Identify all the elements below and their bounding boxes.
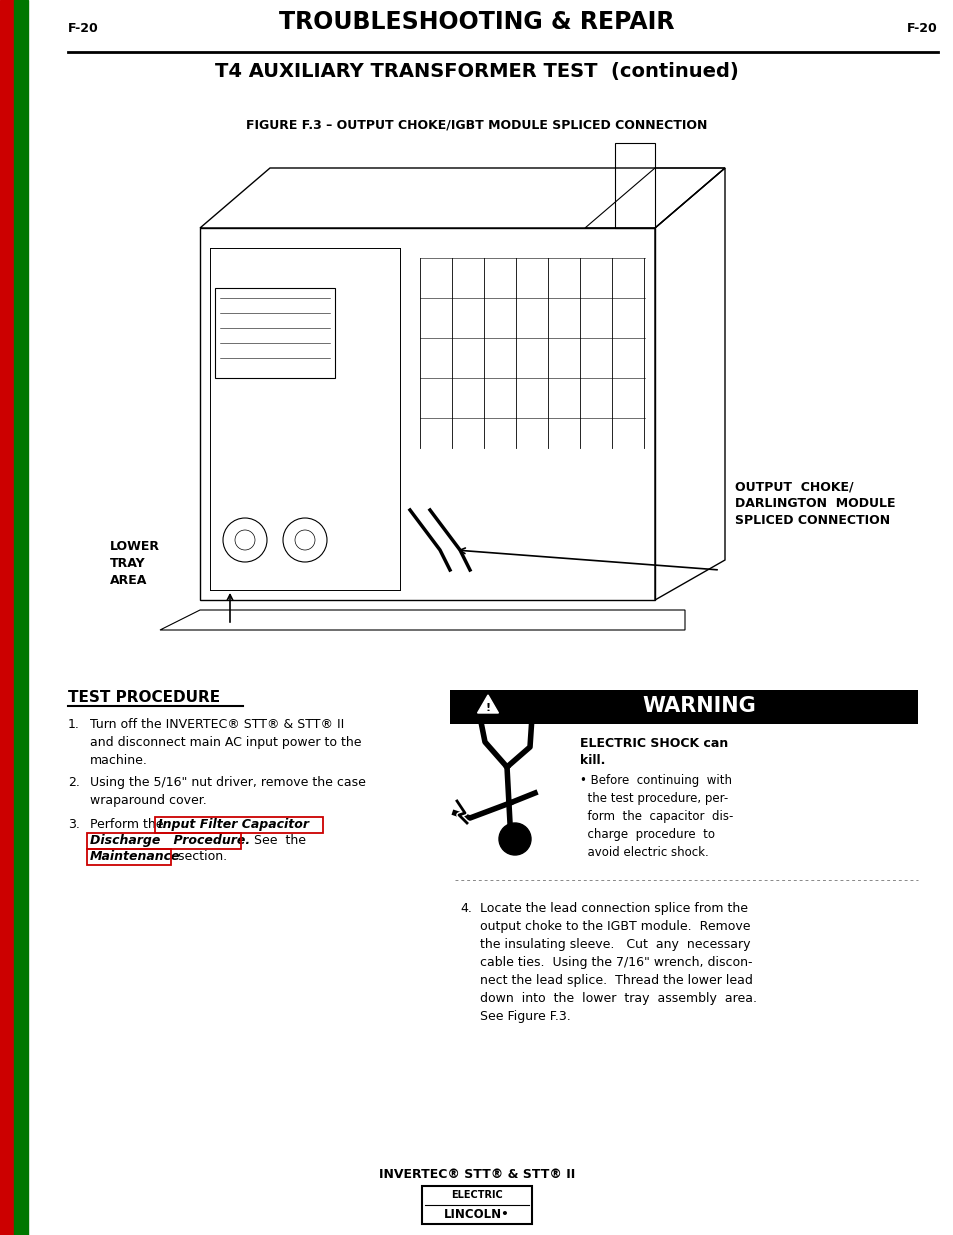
Text: Return to Master TOC: Return to Master TOC <box>18 747 24 834</box>
Text: WARNING: WARNING <box>641 697 755 716</box>
Text: • Before  continuing  with
  the test procedure, per-
  form  the  capacitor  di: • Before continuing with the test proced… <box>579 774 733 860</box>
Text: Maintenance: Maintenance <box>90 850 180 863</box>
Text: Return to Master TOC: Return to Master TOC <box>18 1050 24 1136</box>
Text: 1.: 1. <box>68 718 80 731</box>
Text: Locate the lead connection splice from the
output choke to the IGBT module.  Rem: Locate the lead connection splice from t… <box>479 902 757 1023</box>
Bar <box>421 1186 532 1224</box>
Text: F-20: F-20 <box>68 22 99 35</box>
Text: Perform the: Perform the <box>90 818 168 831</box>
Text: !: ! <box>485 703 490 713</box>
Text: LOWER
TRAY
AREA: LOWER TRAY AREA <box>110 540 160 587</box>
Bar <box>450 690 917 724</box>
Text: T4 AUXILIARY TRANSFORMER TEST  (continued): T4 AUXILIARY TRANSFORMER TEST (continued… <box>214 62 739 82</box>
Text: 3.: 3. <box>68 818 80 831</box>
Text: Return to Section TOC: Return to Section TOC <box>4 1049 10 1136</box>
Text: Input Filter Capacitor: Input Filter Capacitor <box>158 818 309 831</box>
Text: LINCOLN•: LINCOLN• <box>444 1208 509 1221</box>
Text: TROUBLESHOOTING & REPAIR: TROUBLESHOOTING & REPAIR <box>279 10 674 35</box>
Text: Return to Section TOC: Return to Section TOC <box>4 116 10 204</box>
Text: Return to Master TOC: Return to Master TOC <box>18 427 24 514</box>
Bar <box>170 148 695 620</box>
Text: OUTPUT  CHOKE/
DARLINGTON  MODULE
SPLICED CONNECTION: OUTPUT CHOKE/ DARLINGTON MODULE SPLICED … <box>734 480 895 527</box>
Text: See  the: See the <box>246 834 306 847</box>
Bar <box>0 0 14 1235</box>
Text: section.: section. <box>173 850 227 863</box>
Bar <box>14 0 28 1235</box>
Bar <box>214 288 335 378</box>
Text: F-20: F-20 <box>906 22 937 35</box>
Text: Return to Section TOC: Return to Section TOC <box>4 746 10 835</box>
Text: FIGURE F.3 – OUTPUT CHOKE/IGBT MODULE SPLICED CONNECTION: FIGURE F.3 – OUTPUT CHOKE/IGBT MODULE SP… <box>246 119 707 131</box>
Text: Discharge   Procedure.: Discharge Procedure. <box>90 834 250 847</box>
Text: ELECTRIC: ELECTRIC <box>451 1191 502 1200</box>
Text: ELECTRIC SHOCK can
kill.: ELECTRIC SHOCK can kill. <box>579 737 727 767</box>
Text: 4.: 4. <box>459 902 472 915</box>
Text: Turn off the INVERTEC® STT® & STT® II
and disconnect main AC input power to the
: Turn off the INVERTEC® STT® & STT® II an… <box>90 718 361 767</box>
Text: Using the 5/16" nut driver, remove the case
wraparound cover.: Using the 5/16" nut driver, remove the c… <box>90 776 366 806</box>
Text: 2.: 2. <box>68 776 80 789</box>
Text: Return to Master TOC: Return to Master TOC <box>18 117 24 204</box>
Text: TEST PROCEDURE: TEST PROCEDURE <box>68 690 220 705</box>
Circle shape <box>498 823 531 855</box>
Text: INVERTEC® STT® & STT® II: INVERTEC® STT® & STT® II <box>378 1168 575 1181</box>
Polygon shape <box>477 695 497 713</box>
Text: Return to Section TOC: Return to Section TOC <box>4 426 10 514</box>
